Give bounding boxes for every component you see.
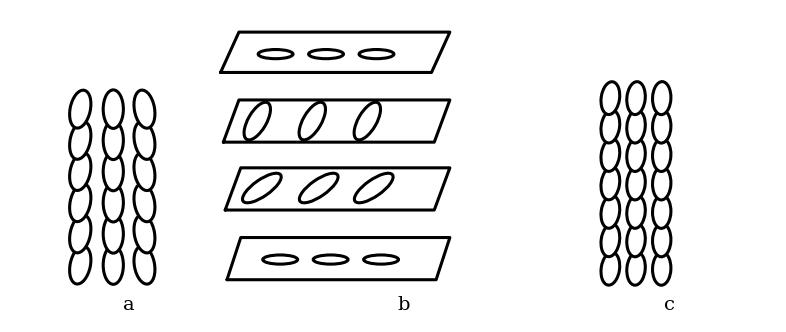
Ellipse shape	[70, 152, 91, 191]
Ellipse shape	[70, 184, 91, 222]
Ellipse shape	[103, 183, 123, 222]
Ellipse shape	[364, 255, 399, 264]
Ellipse shape	[626, 167, 645, 200]
Ellipse shape	[313, 255, 348, 264]
Ellipse shape	[652, 82, 671, 115]
Ellipse shape	[70, 90, 91, 128]
Ellipse shape	[103, 246, 123, 284]
Ellipse shape	[103, 90, 123, 128]
Ellipse shape	[601, 224, 619, 257]
Ellipse shape	[103, 121, 123, 160]
Ellipse shape	[258, 49, 293, 59]
Ellipse shape	[103, 214, 123, 253]
Ellipse shape	[626, 82, 645, 115]
Ellipse shape	[626, 138, 645, 171]
Ellipse shape	[626, 252, 645, 285]
Ellipse shape	[652, 167, 671, 200]
Ellipse shape	[652, 138, 671, 172]
Ellipse shape	[601, 138, 619, 171]
Ellipse shape	[309, 49, 343, 59]
Text: a: a	[123, 296, 134, 314]
Ellipse shape	[626, 110, 645, 143]
Ellipse shape	[243, 173, 281, 203]
Ellipse shape	[626, 224, 645, 257]
Ellipse shape	[134, 184, 155, 222]
Ellipse shape	[354, 173, 393, 203]
Ellipse shape	[134, 90, 155, 128]
Ellipse shape	[70, 122, 91, 159]
Ellipse shape	[134, 215, 155, 253]
Ellipse shape	[601, 82, 619, 115]
Ellipse shape	[601, 252, 619, 285]
Ellipse shape	[134, 246, 155, 284]
Text: b: b	[398, 296, 410, 314]
Ellipse shape	[626, 196, 645, 228]
Ellipse shape	[244, 102, 270, 140]
Ellipse shape	[263, 255, 298, 264]
Ellipse shape	[354, 102, 380, 140]
Ellipse shape	[359, 49, 394, 59]
Ellipse shape	[652, 224, 671, 257]
Ellipse shape	[70, 246, 91, 284]
Ellipse shape	[70, 215, 91, 253]
Ellipse shape	[299, 173, 338, 203]
Ellipse shape	[652, 195, 671, 228]
Ellipse shape	[103, 152, 123, 191]
Ellipse shape	[134, 152, 155, 191]
Ellipse shape	[601, 110, 619, 143]
Ellipse shape	[601, 196, 619, 228]
Ellipse shape	[652, 110, 671, 143]
Ellipse shape	[652, 252, 671, 285]
Ellipse shape	[601, 167, 619, 200]
Text: c: c	[664, 296, 675, 314]
Ellipse shape	[299, 102, 325, 140]
Ellipse shape	[134, 121, 155, 159]
